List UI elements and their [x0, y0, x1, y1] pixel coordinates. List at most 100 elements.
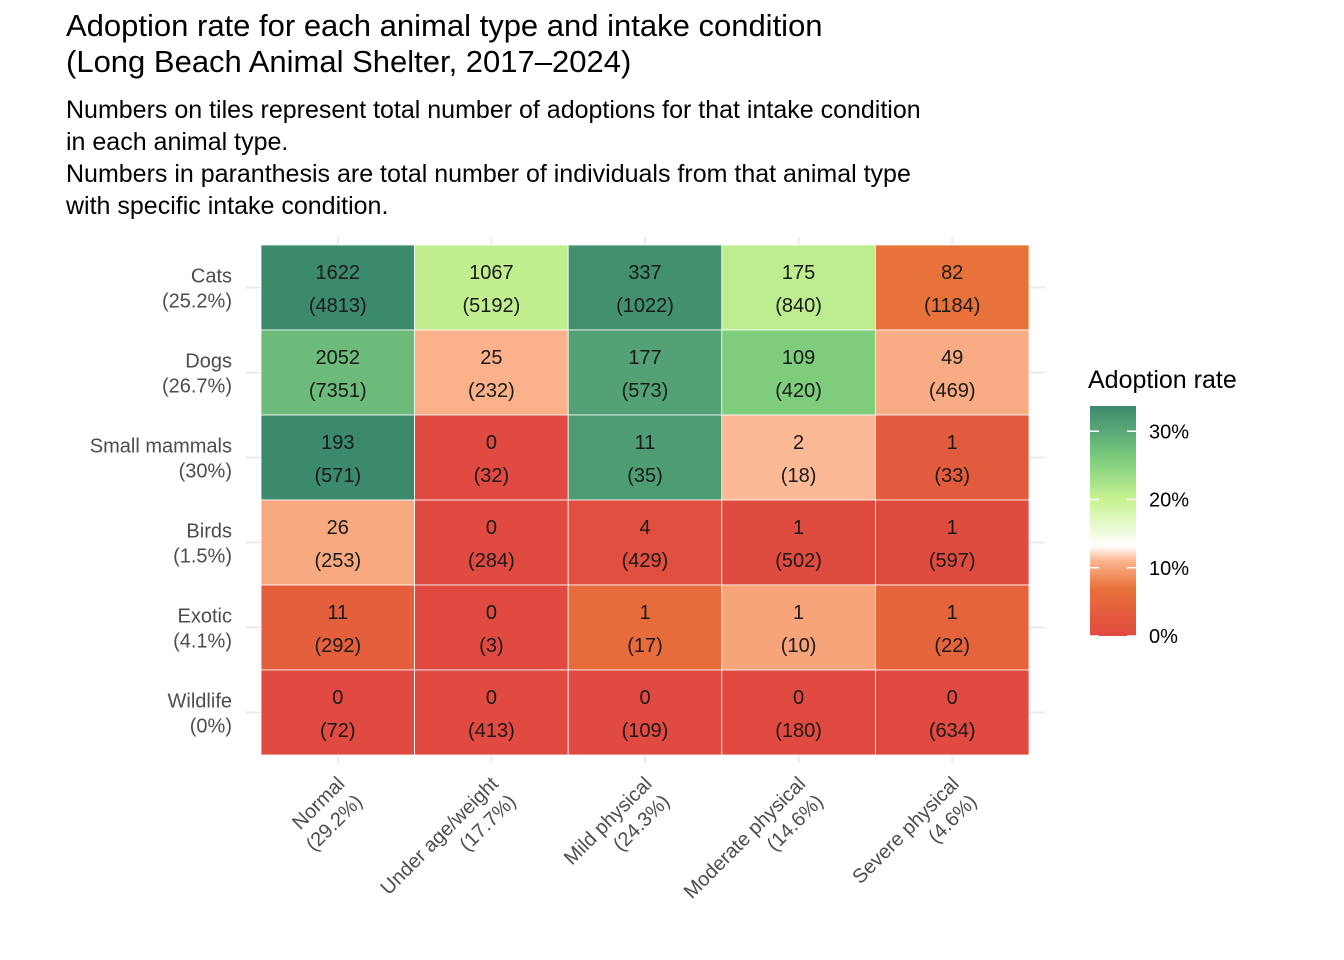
heatmap-tile — [260, 499, 416, 586]
y-tick-pct: (0%) — [190, 716, 232, 738]
heatmap-tile — [567, 414, 723, 501]
tile-total-label: (469) — [929, 380, 976, 402]
y-tick-name: Birds — [186, 521, 232, 543]
tile-total-label: (4813) — [309, 295, 367, 317]
tile-total-label: (10) — [781, 635, 817, 657]
tile-total-label: (180) — [775, 720, 822, 742]
tile-adoptions-label: 1 — [947, 432, 958, 454]
y-tick-label: Exotic (4.1%) — [173, 606, 232, 653]
x-tick-label: Under age/weight(17.7%) — [377, 773, 521, 917]
tile-adoptions-label: 1 — [947, 517, 958, 539]
tile-adoptions-label: 109 — [782, 347, 815, 369]
tile-adoptions-label: 1 — [947, 602, 958, 624]
y-tick-pct: (4.1%) — [173, 631, 232, 653]
heatmap-tile — [414, 329, 569, 416]
tile-total-label: (571) — [314, 465, 361, 487]
heatmap-tile — [260, 414, 416, 501]
tile-total-label: (7351) — [309, 380, 367, 402]
heatmap-tile — [875, 244, 1030, 331]
tile-adoptions-label: 2052 — [316, 347, 361, 369]
tile-total-label: (5192) — [462, 295, 520, 317]
tile-total-label: (109) — [622, 720, 669, 742]
tile-adoptions-label: 1622 — [316, 262, 361, 284]
tile-total-label: (1022) — [616, 295, 674, 317]
tile-total-label: (292) — [314, 635, 361, 657]
chart-subtitle: Numbers on tiles represent total number … — [66, 96, 921, 220]
y-tick-label: Small mammals (30%) — [90, 436, 232, 483]
y-tick-pct: (25.2%) — [162, 291, 232, 313]
tile-total-label: (413) — [468, 720, 515, 742]
heatmap-tile — [414, 414, 569, 501]
tile-adoptions-label: 2 — [793, 432, 804, 454]
y-tick-label: Wildlife (0%) — [168, 691, 232, 738]
tile-adoptions-label: 25 — [480, 347, 502, 369]
x-axis: Normal(29.2%) Under age/weight(17.7%) Mild… — [284, 773, 981, 921]
heatmap-tile — [260, 584, 416, 671]
tile-total-label: (22) — [934, 635, 970, 657]
tile-adoptions-label: 1 — [639, 602, 650, 624]
tile-total-label: (33) — [934, 465, 970, 487]
tile-adoptions-label: 175 — [782, 262, 815, 284]
tile-adoptions-label: 82 — [941, 262, 963, 284]
tile-adoptions-label: 1 — [793, 602, 804, 624]
heatmap-tile — [721, 414, 876, 501]
y-tick-label: Cats (25.2%) — [162, 266, 232, 313]
tile-adoptions-label: 0 — [639, 687, 650, 709]
x-tick-label: Mild physical(24.3%) — [560, 773, 674, 887]
y-tick-pct: (26.7%) — [162, 376, 232, 398]
tile-total-label: (284) — [468, 550, 515, 572]
heatmap-tile — [260, 669, 416, 756]
heatmap-tile — [567, 244, 723, 331]
y-tick-label: Birds (1.5%) — [173, 521, 232, 568]
tile-adoptions-label: 11 — [635, 432, 656, 454]
heatmap-tiles: 1622 (4813) 1067 (5192) 337 (1022) 175 (840) 82 (… — [260, 244, 1030, 756]
tile-total-label: (502) — [775, 550, 822, 572]
x-tick-label: Normal(29.2%) — [284, 773, 367, 856]
legend-tick-label: 10% — [1149, 558, 1189, 580]
tile-total-label: (429) — [622, 550, 669, 572]
legend-tick-label: 0% — [1149, 626, 1178, 648]
tile-total-label: (420) — [775, 380, 822, 402]
tile-adoptions-label: 0 — [486, 602, 497, 624]
tile-adoptions-label: 0 — [332, 687, 343, 709]
heatmap-tile — [414, 584, 569, 671]
chart-title: Adoption rate for each animal type and i… — [66, 8, 823, 79]
heatmap-tile — [414, 244, 569, 331]
tile-adoptions-label: 0 — [947, 687, 958, 709]
tile-adoptions-label: 1067 — [469, 262, 514, 284]
heatmap-tile — [721, 584, 876, 671]
tile-total-label: (1184) — [924, 295, 980, 317]
heatmap-tile — [875, 499, 1030, 586]
y-tick-name: Wildlife — [168, 691, 232, 713]
heatmap-tile — [260, 244, 416, 331]
tile-total-label: (573) — [622, 380, 669, 402]
tile-adoptions-label: 11 — [327, 602, 348, 624]
y-tick-pct: (30%) — [179, 461, 232, 483]
heatmap-tile — [567, 499, 723, 586]
tile-total-label: (17) — [627, 635, 663, 657]
tile-total-label: (232) — [468, 380, 515, 402]
tile-adoptions-label: 49 — [941, 347, 963, 369]
heatmap-tile — [721, 669, 876, 756]
heatmap-tile — [721, 329, 876, 416]
y-tick-name: Small mammals — [90, 436, 232, 458]
y-tick-pct: (1.5%) — [173, 546, 232, 568]
heatmap-tile — [414, 669, 569, 756]
heatmap-tile — [721, 499, 876, 586]
heatmap-tile — [721, 244, 876, 331]
tile-total-label: (18) — [781, 465, 817, 487]
legend-title: Adoption rate — [1088, 366, 1237, 394]
tile-adoptions-label: 193 — [321, 432, 354, 454]
legend-colorbar — [1090, 406, 1136, 636]
tile-adoptions-label: 177 — [628, 347, 661, 369]
tile-total-label: (72) — [320, 720, 356, 742]
heatmap-tile — [875, 669, 1030, 756]
tile-adoptions-label: 26 — [327, 517, 349, 539]
heatmap-tile — [567, 669, 723, 756]
tile-adoptions-label: 0 — [486, 517, 497, 539]
y-axis: Cats (25.2%) Dogs (26.7%) Small mammals (30%)… — [90, 266, 232, 738]
tile-total-label: (597) — [929, 550, 976, 572]
x-tick-label: Moderate physical(14.6%) — [680, 773, 828, 921]
y-tick-label: Dogs (26.7%) — [162, 351, 232, 398]
